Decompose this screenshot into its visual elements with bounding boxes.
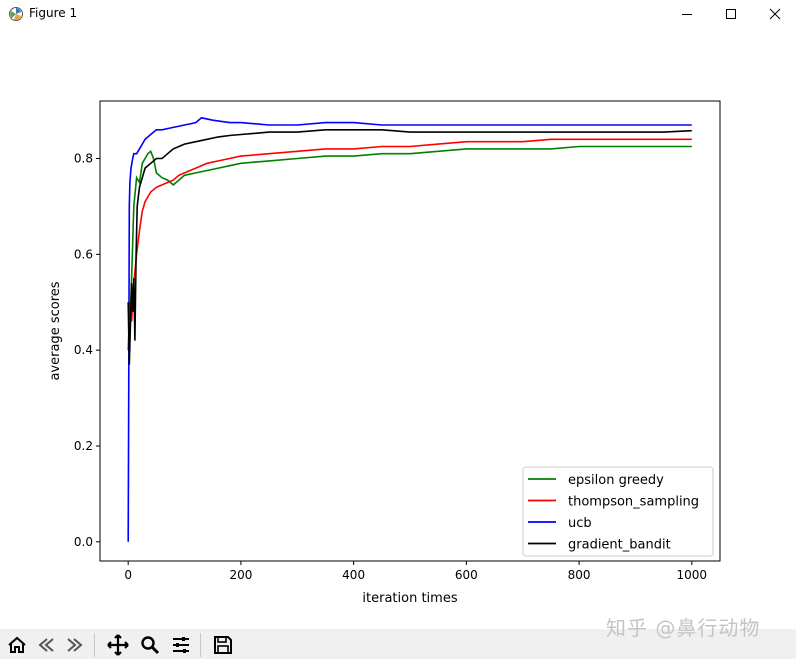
forward-icon xyxy=(67,638,83,652)
zoom-icon xyxy=(141,636,160,655)
y-axis-label: average scores xyxy=(48,281,63,380)
back-icon xyxy=(38,638,54,652)
configure-subplots-icon xyxy=(173,637,189,653)
close-button[interactable] xyxy=(752,0,796,28)
x-tick-label: 1000 xyxy=(677,568,708,582)
legend-label-1: thompson_sampling xyxy=(568,495,699,510)
y-tick-label: 0.0 xyxy=(74,535,93,549)
toolbar-separator xyxy=(94,633,95,657)
y-tick-label: 0.2 xyxy=(74,439,93,453)
x-tick-label: 0 xyxy=(124,568,132,582)
y-tick-label: 0.8 xyxy=(74,152,93,166)
legend-label-0: epsilon greedy xyxy=(568,473,664,488)
save-icon xyxy=(214,636,232,654)
series-line-0 xyxy=(127,145,692,327)
pan-icon xyxy=(107,634,129,656)
legend-label-3: gradient_bandit xyxy=(568,538,671,553)
save-button[interactable] xyxy=(210,632,236,658)
toolbar-separator xyxy=(200,633,201,657)
x-ticks: 0 200 400 600 800 1000 xyxy=(124,561,707,582)
x-tick-label: 200 xyxy=(229,568,252,582)
pan-button[interactable] xyxy=(105,632,131,658)
home-button[interactable] xyxy=(4,632,30,658)
series-line-1 xyxy=(127,138,692,351)
y-tick-label: 0.4 xyxy=(74,343,93,357)
x-axis-label: iteration times xyxy=(362,591,457,606)
x-tick-label: 800 xyxy=(568,568,591,582)
maximize-button[interactable] xyxy=(708,0,754,28)
x-tick-label: 400 xyxy=(342,568,365,582)
watermark-text: 知乎 @鼻行动物 xyxy=(606,616,761,640)
y-ticks: 0.0 0.2 0.4 0.6 0.8 xyxy=(74,152,100,549)
matplotlib-icon xyxy=(8,6,24,22)
legend-box xyxy=(522,466,714,557)
zoom-button[interactable] xyxy=(137,632,163,658)
series-lines xyxy=(127,116,692,542)
window-title: Figure 1 xyxy=(29,6,78,20)
forward-button[interactable] xyxy=(62,632,88,658)
figure-canvas: 0 200 400 600 800 1000 0.0 0.2 0.4 0.6 0.8 iterat… xyxy=(48,100,721,606)
series-line-2 xyxy=(127,116,692,542)
y-tick-label: 0.6 xyxy=(74,247,93,261)
minimize-button[interactable] xyxy=(664,0,710,28)
configure-subplots-button[interactable] xyxy=(168,632,194,658)
title-bar: Figure 1 xyxy=(0,0,796,28)
legend-label-2: ucb xyxy=(568,516,592,531)
x-tick-label: 600 xyxy=(455,568,478,582)
back-button[interactable] xyxy=(33,632,59,658)
navigation-toolbar xyxy=(0,629,796,659)
series-line-3 xyxy=(127,129,692,365)
home-icon xyxy=(8,636,26,653)
